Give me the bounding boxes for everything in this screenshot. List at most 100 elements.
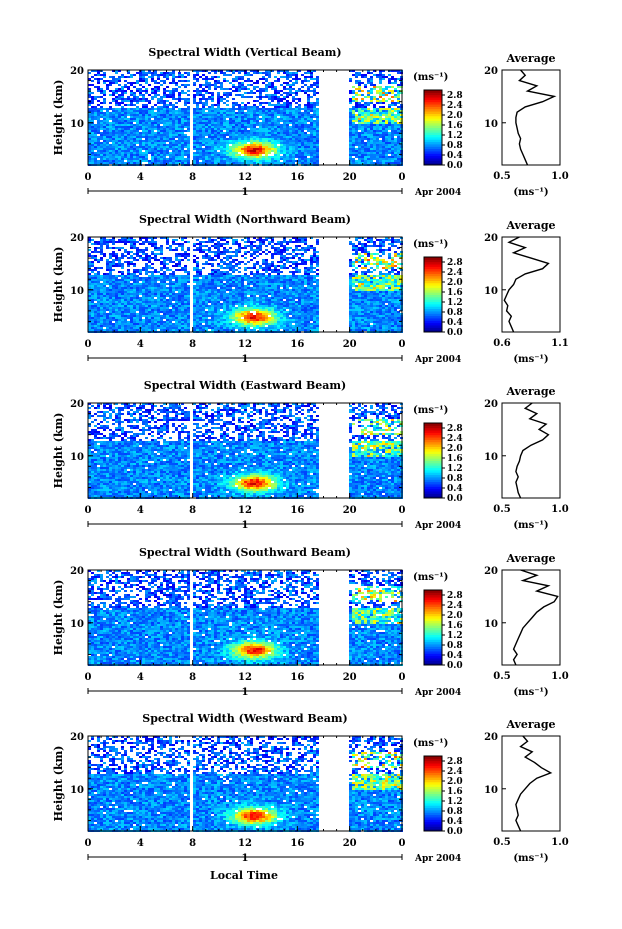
heatmap-cell [109, 122, 112, 124]
heatmap-cell [295, 146, 298, 148]
heatmap-cell [235, 253, 238, 255]
heatmap-cell [97, 271, 100, 273]
heatmap-cell [280, 255, 283, 257]
heatmap-cell [259, 110, 262, 112]
heatmap-cell [277, 132, 280, 134]
heatmap-cell [142, 74, 145, 76]
heatmap-cell [181, 253, 184, 255]
heatmap-cell [211, 146, 214, 148]
heatmap-cell [298, 104, 301, 106]
heatmap-cell [301, 130, 304, 132]
heatmap-cell [187, 110, 190, 112]
heatmap-cell [256, 114, 259, 116]
heatmap-cell [211, 150, 214, 152]
heatmap-cell [286, 120, 289, 122]
heatmap-cell [229, 247, 232, 249]
heatmap-cell [115, 152, 118, 154]
heatmap-cell [187, 156, 190, 158]
heatmap-cell [397, 134, 400, 136]
heatmap-cell [106, 124, 109, 126]
heatmap-cell [196, 257, 199, 259]
heatmap-cell [373, 128, 376, 130]
heatmap-cell [301, 239, 304, 241]
heatmap-cell [169, 130, 172, 132]
heatmap-cell [202, 90, 205, 92]
heatmap-cell [307, 114, 310, 116]
heatmap-cell [211, 76, 214, 78]
heatmap-cell [307, 96, 310, 98]
heatmap-cell [193, 84, 196, 86]
heatmap-cell [385, 142, 388, 144]
heatmap-cell [310, 259, 313, 261]
heatmap-cell [178, 160, 181, 162]
heatmap-cell [106, 138, 109, 140]
heatmap-cell [367, 70, 370, 72]
heatmap-cell [265, 271, 268, 273]
heatmap-cell [118, 261, 121, 263]
heatmap-cell [196, 265, 199, 267]
heatmap-cell [265, 148, 268, 150]
heatmap-cell [298, 253, 301, 255]
heatmap-cell [163, 120, 166, 122]
heatmap-cell [292, 271, 295, 273]
heatmap-cell [367, 130, 370, 132]
heatmap-cell [220, 162, 223, 164]
heatmap-cell [364, 128, 367, 130]
colorbar-swatch [424, 99, 442, 103]
heatmap-cell [382, 158, 385, 160]
heatmap-cell [271, 156, 274, 158]
heatmap-cell [238, 124, 241, 126]
heatmap-cell [256, 277, 259, 279]
heatmap-cell [97, 144, 100, 146]
heatmap-cell [226, 150, 229, 152]
heatmap-cell [163, 146, 166, 148]
heatmap-cell [97, 78, 100, 80]
heatmap-cell [250, 259, 253, 261]
heatmap-cell [181, 275, 184, 277]
heatmap-cell [292, 128, 295, 130]
heatmap-cell [241, 130, 244, 132]
heatmap-cell [349, 132, 352, 134]
heatmap-cell [373, 243, 376, 245]
heatmap-cell [394, 160, 397, 162]
heatmap-cell [163, 265, 166, 267]
heatmap-cell [184, 92, 187, 94]
heatmap-cell [160, 156, 163, 158]
heatmap-cell [187, 160, 190, 162]
heatmap-cell [226, 154, 229, 156]
heatmap-cell [391, 82, 394, 84]
heatmap-cell [229, 255, 232, 257]
heatmap-cell [235, 126, 238, 128]
heatmap-cell [160, 253, 163, 255]
heatmap-cell [199, 279, 202, 281]
heatmap-cell [208, 158, 211, 160]
heatmap-cell [238, 245, 241, 247]
heatmap-cell [115, 100, 118, 102]
heatmap-cell [181, 74, 184, 76]
heatmap-cell [100, 148, 103, 150]
heatmap-cell [280, 130, 283, 132]
heatmap-cell [244, 86, 247, 88]
heatmap-cell [244, 122, 247, 124]
heatmap-cell [109, 263, 112, 265]
heatmap-cell [229, 118, 232, 120]
heatmap-cell [184, 84, 187, 86]
heatmap-cell [118, 70, 121, 72]
heatmap-cell [112, 116, 115, 118]
heatmap-cell [394, 128, 397, 130]
heatmap-cell [112, 239, 115, 241]
heatmap-cell [235, 78, 238, 80]
heatmap-cell [211, 84, 214, 86]
heatmap-cell [238, 150, 241, 152]
heatmap-cell [133, 116, 136, 118]
heatmap-cell [208, 142, 211, 144]
heatmap-cell [115, 110, 118, 112]
heatmap-cell [100, 158, 103, 160]
heatmap-cell [391, 136, 394, 138]
heatmap-cell [388, 108, 391, 110]
heatmap-cell [157, 150, 160, 152]
heatmap-cell [91, 76, 94, 78]
heatmap-cell [133, 243, 136, 245]
heatmap-cell [175, 114, 178, 116]
heatmap-cell [277, 140, 280, 142]
